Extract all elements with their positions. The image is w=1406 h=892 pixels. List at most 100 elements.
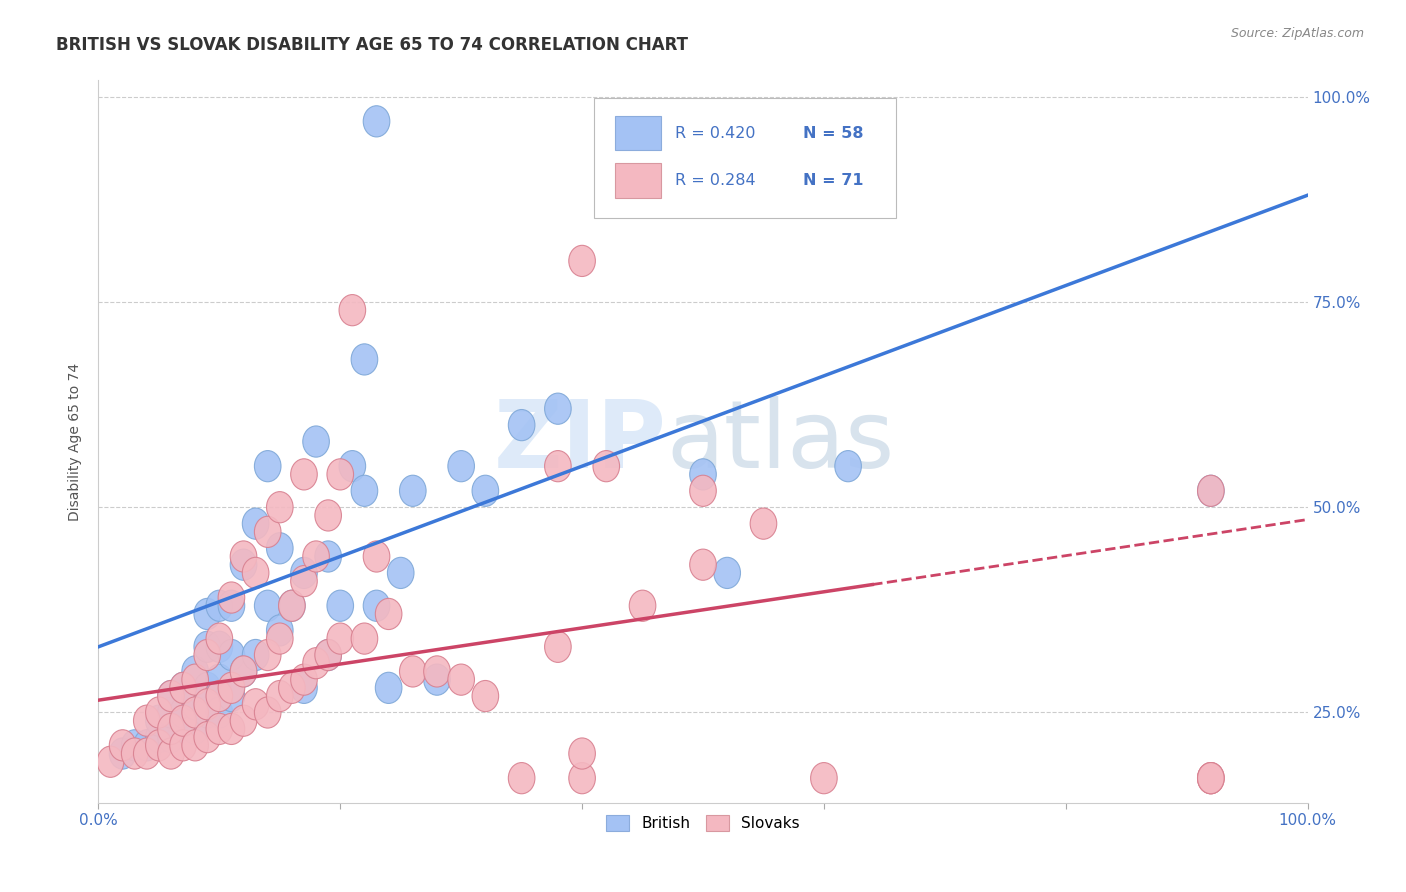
Ellipse shape — [363, 541, 389, 572]
Ellipse shape — [267, 491, 292, 523]
Ellipse shape — [231, 549, 257, 581]
Ellipse shape — [181, 697, 208, 728]
Ellipse shape — [291, 673, 318, 704]
Ellipse shape — [267, 623, 292, 654]
Ellipse shape — [835, 450, 862, 482]
Text: Source: ZipAtlas.com: Source: ZipAtlas.com — [1230, 27, 1364, 40]
Ellipse shape — [231, 705, 257, 736]
Ellipse shape — [569, 763, 595, 794]
Ellipse shape — [146, 705, 172, 736]
Ellipse shape — [181, 681, 208, 712]
Text: atlas: atlas — [666, 395, 896, 488]
Ellipse shape — [267, 681, 292, 712]
Ellipse shape — [157, 738, 184, 769]
Ellipse shape — [157, 722, 184, 753]
Ellipse shape — [146, 697, 172, 728]
Ellipse shape — [1198, 475, 1225, 507]
Ellipse shape — [242, 558, 269, 589]
Ellipse shape — [157, 681, 184, 712]
Ellipse shape — [207, 714, 232, 745]
Ellipse shape — [231, 541, 257, 572]
Ellipse shape — [218, 714, 245, 745]
Text: ZIP: ZIP — [494, 395, 666, 488]
Ellipse shape — [315, 640, 342, 671]
Ellipse shape — [242, 508, 269, 540]
Ellipse shape — [218, 681, 245, 712]
Ellipse shape — [146, 722, 172, 753]
Ellipse shape — [509, 763, 534, 794]
Legend: British, Slovaks: British, Slovaks — [599, 807, 807, 838]
Ellipse shape — [207, 632, 232, 663]
Ellipse shape — [194, 722, 221, 753]
Ellipse shape — [423, 664, 450, 695]
Ellipse shape — [218, 673, 245, 704]
Ellipse shape — [363, 106, 389, 137]
Ellipse shape — [315, 541, 342, 572]
Y-axis label: Disability Age 65 to 74: Disability Age 65 to 74 — [69, 362, 83, 521]
Ellipse shape — [302, 541, 329, 572]
Ellipse shape — [254, 591, 281, 622]
Ellipse shape — [291, 558, 318, 589]
Ellipse shape — [690, 549, 716, 581]
Ellipse shape — [207, 591, 232, 622]
Ellipse shape — [690, 458, 716, 490]
Ellipse shape — [352, 475, 378, 507]
Ellipse shape — [170, 673, 197, 704]
Ellipse shape — [544, 393, 571, 425]
Ellipse shape — [1198, 475, 1225, 507]
Ellipse shape — [267, 533, 292, 564]
Ellipse shape — [302, 648, 329, 679]
Ellipse shape — [207, 681, 232, 712]
Ellipse shape — [291, 458, 318, 490]
Ellipse shape — [231, 656, 257, 687]
Ellipse shape — [690, 475, 716, 507]
Ellipse shape — [1198, 763, 1225, 794]
Ellipse shape — [751, 508, 776, 540]
Ellipse shape — [146, 730, 172, 761]
Ellipse shape — [544, 450, 571, 482]
Ellipse shape — [170, 697, 197, 728]
Ellipse shape — [181, 664, 208, 695]
Ellipse shape — [194, 640, 221, 671]
Ellipse shape — [254, 640, 281, 671]
Text: BRITISH VS SLOVAK DISABILITY AGE 65 TO 74 CORRELATION CHART: BRITISH VS SLOVAK DISABILITY AGE 65 TO 7… — [56, 36, 689, 54]
Ellipse shape — [714, 558, 741, 589]
Ellipse shape — [569, 738, 595, 769]
Ellipse shape — [352, 343, 378, 375]
Ellipse shape — [207, 623, 232, 654]
Ellipse shape — [254, 697, 281, 728]
Bar — [614, 116, 661, 151]
Ellipse shape — [375, 599, 402, 630]
Bar — [614, 163, 661, 198]
Text: N = 71: N = 71 — [803, 173, 863, 188]
Ellipse shape — [630, 591, 655, 622]
Ellipse shape — [170, 705, 197, 736]
Ellipse shape — [375, 673, 402, 704]
Ellipse shape — [569, 245, 595, 277]
Ellipse shape — [181, 656, 208, 687]
Ellipse shape — [194, 632, 221, 663]
Ellipse shape — [291, 664, 318, 695]
Ellipse shape — [315, 640, 342, 671]
Ellipse shape — [328, 458, 353, 490]
Ellipse shape — [811, 763, 837, 794]
Ellipse shape — [449, 664, 474, 695]
Ellipse shape — [352, 623, 378, 654]
Ellipse shape — [254, 450, 281, 482]
Ellipse shape — [509, 409, 534, 441]
Ellipse shape — [194, 599, 221, 630]
Ellipse shape — [291, 566, 318, 597]
Ellipse shape — [157, 697, 184, 728]
Ellipse shape — [593, 450, 620, 482]
Ellipse shape — [207, 697, 232, 728]
Ellipse shape — [278, 591, 305, 622]
Ellipse shape — [449, 450, 474, 482]
Ellipse shape — [363, 591, 389, 622]
FancyBboxPatch shape — [595, 98, 897, 218]
Ellipse shape — [181, 689, 208, 720]
Ellipse shape — [194, 673, 221, 704]
Ellipse shape — [207, 664, 232, 695]
Ellipse shape — [170, 705, 197, 736]
Ellipse shape — [328, 623, 353, 654]
Ellipse shape — [242, 640, 269, 671]
